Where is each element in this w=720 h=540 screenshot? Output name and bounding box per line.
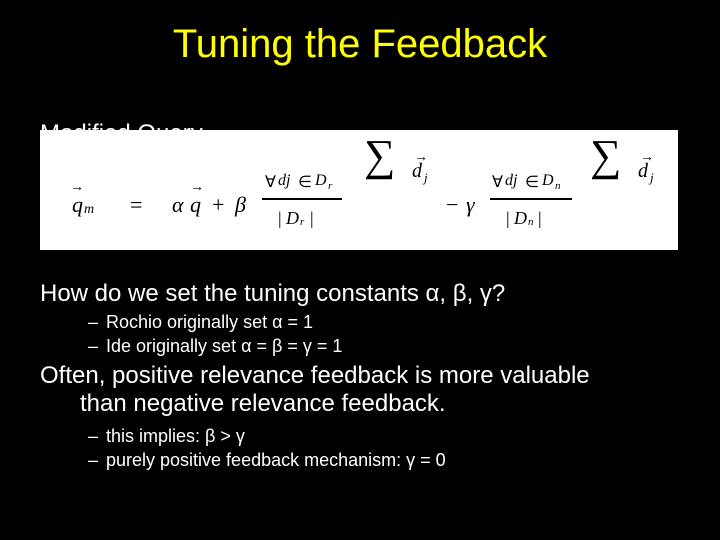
formula-qm: q xyxy=(72,192,83,218)
sum-icon: ∑ xyxy=(364,130,395,181)
often-line2: than negative relevance feedback. xyxy=(40,390,446,417)
slide-title: Tuning the Feedback xyxy=(0,0,720,67)
formula-Dn: D xyxy=(542,172,554,190)
bullet-pure-positive: –purely positive feedback mechanism: γ =… xyxy=(88,450,446,471)
formula-forall-1: ∀ xyxy=(265,172,276,192)
vector-arrow-icon: → xyxy=(70,178,84,194)
bullet-ide-text: Ide originally set α = β = γ = 1 xyxy=(106,336,342,356)
formula-in-2: ∈ xyxy=(525,172,539,192)
bullet-implies: –this implies: β > γ xyxy=(88,426,245,447)
often-line1: Often, positive relevance feedback is mo… xyxy=(40,362,590,389)
formula-Dn2: D xyxy=(514,208,527,229)
formula-d2-sub: j xyxy=(650,170,654,186)
formula-q-letter: q xyxy=(72,192,83,217)
formula-Dr2: D xyxy=(286,208,299,229)
dash-icon: – xyxy=(88,450,106,471)
formula-alpha: α xyxy=(172,192,184,218)
formula-dj-1: dj xyxy=(278,172,290,190)
bullet-ide: –Ide originally set α = β = γ = 1 xyxy=(88,336,342,357)
formula-eq: = xyxy=(130,192,142,218)
formula-Dr-sub: r xyxy=(328,180,332,192)
often-statement: Often, positive relevance feedback is mo… xyxy=(40,362,680,418)
formula-qm-sub: m xyxy=(84,202,94,218)
formula-q: q xyxy=(190,192,201,218)
formula-Dr2-sub: r xyxy=(300,216,304,228)
bullet-implies-text: this implies: β > γ xyxy=(106,426,245,446)
formula-d2: d xyxy=(638,160,648,183)
fraction-bar-2 xyxy=(490,198,572,200)
formula-plus: + xyxy=(212,192,224,218)
formula-box: q → m = α → q + β ∀ dj ∈ D r | D r | ∑ →… xyxy=(40,130,678,250)
sum-icon: ∑ xyxy=(590,130,621,181)
fraction-bar-1 xyxy=(262,198,342,200)
bullet-rochio-text: Rochio originally set α = 1 xyxy=(106,312,313,332)
formula-gamma: γ xyxy=(466,192,475,218)
formula-d1-sub: j xyxy=(424,170,428,186)
dash-icon: – xyxy=(88,312,106,333)
bullet-pure-positive-text: purely positive feedback mechanism: γ = … xyxy=(106,450,446,470)
formula-dj-2: dj xyxy=(505,172,517,190)
bullet-rochio: –Rochio originally set α = 1 xyxy=(88,312,313,333)
formula-Dr: D xyxy=(315,172,327,190)
formula-bar-l1: | xyxy=(278,208,282,229)
formula-bar-r2: | xyxy=(538,208,542,229)
formula-Dn2-sub: n xyxy=(528,216,534,228)
formula-d1: d xyxy=(412,160,422,183)
formula-forall-2: ∀ xyxy=(492,172,503,192)
tuning-question: How do we set the tuning constants α, β,… xyxy=(40,280,505,308)
dash-icon: – xyxy=(88,426,106,447)
formula-beta: β xyxy=(235,192,246,218)
formula-Dn-sub: n xyxy=(555,180,561,192)
formula-bar-l2: | xyxy=(506,208,510,229)
formula-bar-r1: | xyxy=(310,208,314,229)
formula-minus: − xyxy=(446,192,458,218)
formula-in-1: ∈ xyxy=(298,172,312,192)
dash-icon: – xyxy=(88,336,106,357)
